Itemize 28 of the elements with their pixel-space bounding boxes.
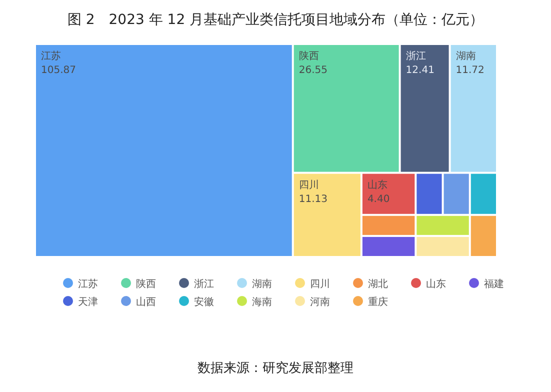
data-label: 105.87	[41, 65, 76, 76]
category-label: 河南	[310, 296, 330, 308]
category-label: 湖南	[456, 50, 476, 62]
text: 图 2 2023 年 12 月基础产业类信托项目地域分布（单位：亿元）	[67, 12, 484, 28]
data-label: 26.55	[298, 65, 328, 76]
category-label: 江苏	[78, 279, 98, 290]
category-label: 山东	[367, 178, 388, 191]
category-label: 重庆	[368, 296, 388, 308]
source-note: 数据来源：研究发展部整理	[198, 361, 354, 376]
category-label: 四川	[310, 279, 330, 290]
category-label: 陕西	[298, 50, 319, 62]
data-label: 4.40	[367, 194, 390, 205]
category-label: 山西	[136, 296, 156, 308]
category-label: 浙江	[406, 50, 426, 62]
category-label: 江苏	[41, 50, 61, 62]
data-label: 11.72	[456, 65, 484, 76]
category-label: 湖北	[368, 278, 388, 290]
data-label: 11.13	[298, 194, 328, 205]
category-label: 福建	[484, 278, 504, 290]
category-label: 山东	[426, 279, 446, 290]
category-label: 海南	[252, 296, 272, 308]
category-label: 天津	[78, 296, 98, 308]
category-label: 湖南	[252, 279, 272, 290]
data-label: 12.41	[406, 65, 434, 76]
category-label: 浙江	[194, 279, 214, 290]
category-label: 陕西	[136, 279, 156, 290]
category-label: 四川	[298, 178, 319, 191]
category-label: 安徽	[194, 296, 214, 308]
